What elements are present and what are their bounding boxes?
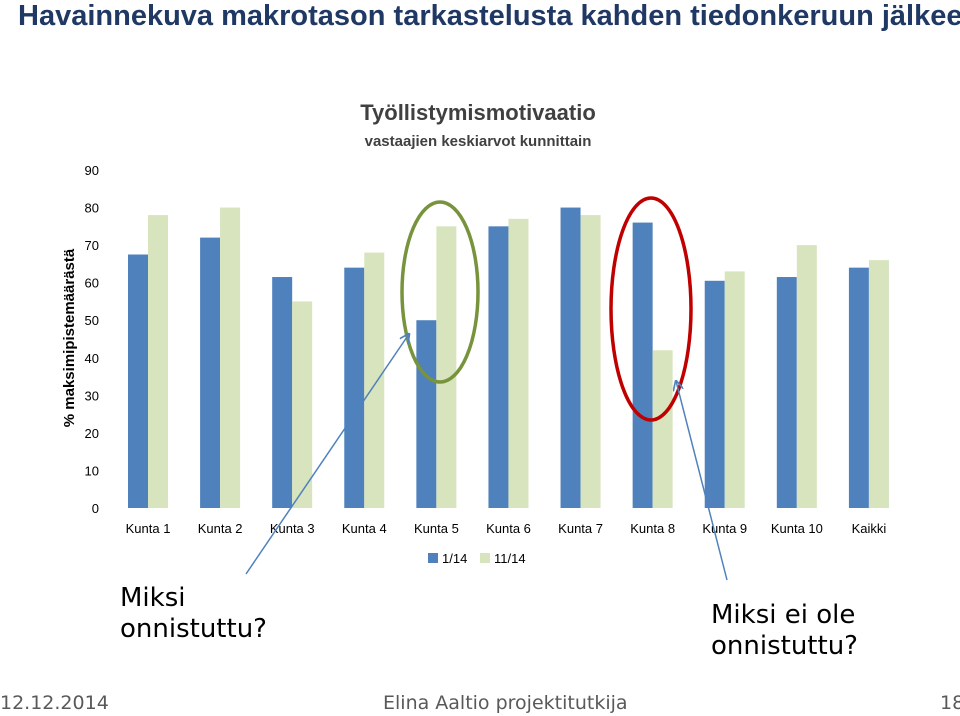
bar-series1-9 <box>704 280 725 508</box>
callout-success: Miksi onnistuttu? <box>120 583 267 645</box>
y-tick-label: 10 <box>85 463 99 478</box>
x-tick-label: Kunta 6 <box>486 521 531 536</box>
callout-success-line-2: onnistuttu? <box>120 614 267 644</box>
callout-failure-line-2: onnistuttu? <box>711 631 858 661</box>
x-tick-label: Kunta 3 <box>270 521 315 536</box>
success-arrow <box>245 334 409 575</box>
bar-series1-5 <box>416 320 437 508</box>
bar-series1-1 <box>128 254 148 508</box>
bar-series2-5 <box>436 226 457 509</box>
slide-title: Havainnekuva makrotason tarkastelusta ka… <box>18 0 960 32</box>
bar-series2-1 <box>148 215 168 509</box>
bar-series2-8 <box>652 350 673 508</box>
legend-swatch-2 <box>480 553 490 563</box>
bar-series1-11 <box>848 267 869 508</box>
chart-title: Työllistymismotivaatio <box>360 100 596 125</box>
failure-arrow <box>676 381 728 581</box>
bar-series1-2 <box>200 237 221 508</box>
callout-failure-line-1: Miksi ei ole <box>711 600 856 630</box>
bar-series2-9 <box>724 271 745 508</box>
footer-author: Elina Aaltio projektitutkija <box>383 692 628 714</box>
y-tick-label: 90 <box>85 163 99 178</box>
bar-series2-11 <box>868 260 889 508</box>
bar-series2-4 <box>364 252 385 508</box>
legend-label-2: 11/14 <box>494 551 526 566</box>
y-tick-label: 0 <box>92 501 99 516</box>
y-tick-label: 40 <box>85 351 99 366</box>
legend-swatch-1 <box>428 553 438 563</box>
y-tick-label: 60 <box>85 276 99 291</box>
bar-series1-8 <box>632 222 653 509</box>
x-tick-label: Kaikki <box>852 521 887 536</box>
callout-success-line-1: Miksi <box>120 583 186 613</box>
bar-series2-2 <box>220 207 241 509</box>
bar-series1-7 <box>560 207 581 509</box>
chart-subtitle: vastaajien keskiarvot kunnittain <box>365 133 592 150</box>
x-tick-label: Kunta 1 <box>126 521 171 536</box>
callout-failure: Miksi ei ole onnistuttu? <box>711 600 858 662</box>
x-tick-label: Kunta 5 <box>414 521 459 536</box>
x-tick-label: Kunta 2 <box>198 521 243 536</box>
y-axis-label: % maksimipistemäärästä <box>61 248 78 427</box>
y-tick-label: 80 <box>85 201 99 216</box>
x-tick-label: Kunta 4 <box>342 521 387 536</box>
x-tick-label: Kunta 9 <box>702 521 747 536</box>
failure-highlight-ellipse <box>609 196 693 422</box>
footer-date: 12.12.2014 <box>0 692 109 714</box>
x-tick-label: Kunta 8 <box>630 521 675 536</box>
x-tick-label: Kunta 7 <box>558 521 603 536</box>
bar-series2-10 <box>796 245 817 508</box>
y-tick-label: 30 <box>85 388 99 403</box>
legend-label-1: 1/14 <box>442 551 467 566</box>
bar-series2-7 <box>580 215 601 509</box>
x-tick-label: Kunta 10 <box>771 521 823 536</box>
footer-page-number: 18 <box>940 692 960 714</box>
bar-series2-6 <box>508 218 529 509</box>
bar-series1-6 <box>488 226 509 509</box>
y-tick-label: 20 <box>85 426 99 441</box>
bar-series2-3 <box>292 301 313 508</box>
bar-series1-4 <box>344 267 365 508</box>
y-tick-label: 50 <box>85 313 99 328</box>
bar-series1-10 <box>776 277 797 508</box>
y-tick-label: 70 <box>85 238 99 253</box>
bar-series1-3 <box>272 277 293 508</box>
success-highlight-ellipse <box>400 200 480 384</box>
